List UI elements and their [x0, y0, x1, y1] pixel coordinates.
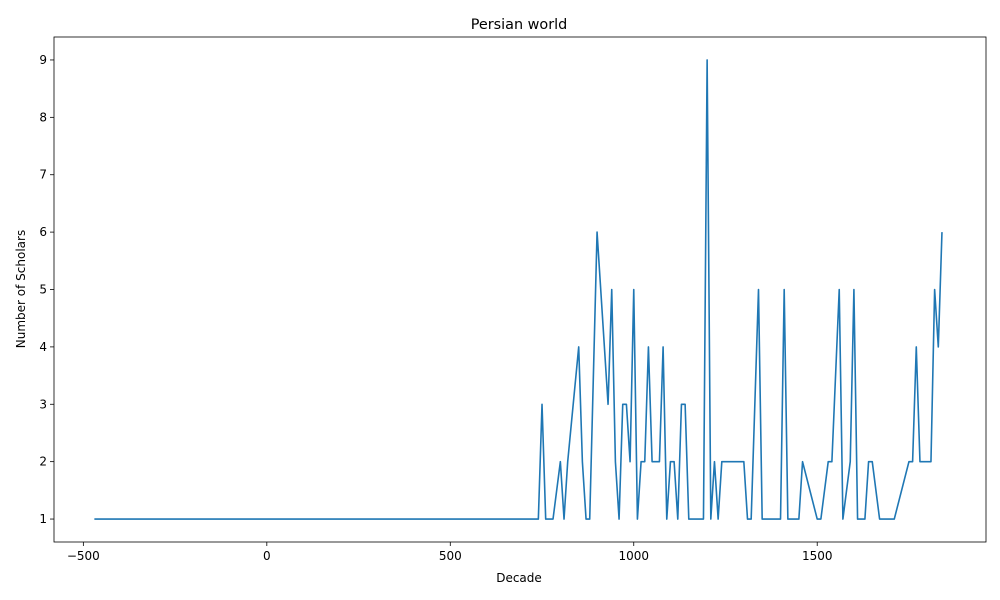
x-tick-label: 1500 [802, 549, 833, 563]
series-line-0 [94, 59, 943, 520]
y-tick-label: 9 [39, 53, 47, 67]
y-tick-label: 1 [39, 512, 47, 526]
x-tick-label: 500 [439, 549, 462, 563]
chart-title: Persian world [471, 17, 568, 33]
y-tick-label: 5 [39, 283, 47, 297]
y-tick-label: 8 [39, 110, 47, 124]
x-axis-label: Decade [496, 571, 542, 585]
y-axis-label: Number of Scholars [14, 230, 28, 348]
x-axis: −500 0 500 1000 1500 [67, 542, 833, 563]
plot-area [94, 59, 943, 520]
y-tick-label: 6 [39, 225, 47, 239]
x-tick-label: 1000 [618, 549, 649, 563]
y-axis: 1 2 3 4 5 6 7 8 9 [39, 53, 54, 526]
x-tick-label: 0 [263, 549, 271, 563]
y-tick-label: 3 [39, 397, 47, 411]
y-tick-label: 2 [39, 455, 47, 469]
x-tick-label: −500 [67, 549, 100, 563]
y-tick-label: 4 [39, 340, 47, 354]
y-tick-label: 7 [39, 168, 47, 182]
